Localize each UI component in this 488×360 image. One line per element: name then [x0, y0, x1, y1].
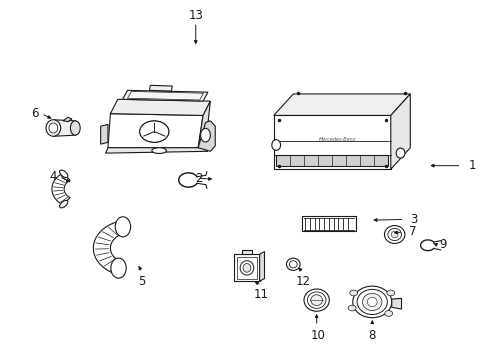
Ellipse shape [384, 311, 392, 316]
Text: 10: 10 [309, 329, 325, 342]
Ellipse shape [152, 148, 166, 153]
Polygon shape [93, 221, 125, 274]
Polygon shape [149, 85, 172, 91]
Ellipse shape [60, 201, 68, 208]
Ellipse shape [46, 120, 61, 136]
Text: 2: 2 [194, 172, 202, 185]
Ellipse shape [115, 217, 130, 237]
Ellipse shape [352, 286, 391, 318]
Ellipse shape [49, 123, 58, 133]
Polygon shape [108, 114, 203, 148]
Polygon shape [259, 252, 264, 281]
Ellipse shape [347, 305, 355, 311]
Polygon shape [198, 121, 215, 151]
Ellipse shape [60, 170, 68, 177]
Ellipse shape [200, 129, 210, 142]
Text: 4: 4 [49, 170, 57, 183]
Polygon shape [273, 94, 409, 116]
Polygon shape [63, 117, 72, 122]
Ellipse shape [304, 289, 329, 311]
Ellipse shape [243, 264, 250, 272]
Ellipse shape [271, 140, 280, 150]
Polygon shape [53, 120, 75, 136]
Polygon shape [273, 116, 390, 169]
Ellipse shape [70, 121, 80, 135]
Text: 3: 3 [409, 213, 417, 226]
Ellipse shape [289, 261, 297, 268]
Text: 5: 5 [138, 275, 145, 288]
Text: 7: 7 [408, 225, 416, 238]
Polygon shape [105, 148, 207, 153]
Polygon shape [242, 250, 251, 255]
Polygon shape [52, 173, 70, 205]
Ellipse shape [111, 258, 126, 278]
Text: 1: 1 [468, 159, 475, 172]
Polygon shape [276, 155, 387, 166]
Text: Mercedes-Benz: Mercedes-Benz [318, 137, 355, 142]
Polygon shape [198, 101, 210, 148]
Ellipse shape [386, 290, 394, 296]
Text: 9: 9 [439, 238, 446, 251]
Ellipse shape [307, 292, 325, 309]
Circle shape [140, 121, 168, 142]
Polygon shape [101, 125, 108, 144]
Ellipse shape [395, 148, 404, 158]
Text: 8: 8 [368, 329, 375, 342]
Text: 13: 13 [188, 9, 203, 22]
Text: 11: 11 [254, 288, 268, 301]
Text: 6: 6 [31, 107, 39, 120]
Ellipse shape [310, 295, 322, 306]
Polygon shape [302, 216, 355, 231]
Ellipse shape [356, 289, 386, 315]
Ellipse shape [387, 228, 401, 240]
Ellipse shape [240, 261, 253, 275]
Polygon shape [391, 298, 401, 309]
Polygon shape [234, 255, 259, 281]
Ellipse shape [390, 231, 397, 238]
Ellipse shape [349, 290, 357, 296]
Polygon shape [390, 94, 409, 169]
Text: 12: 12 [295, 275, 310, 288]
Polygon shape [122, 90, 207, 101]
Ellipse shape [362, 293, 381, 311]
Ellipse shape [366, 297, 376, 307]
Ellipse shape [286, 258, 300, 270]
Ellipse shape [384, 226, 404, 243]
Polygon shape [110, 99, 210, 116]
